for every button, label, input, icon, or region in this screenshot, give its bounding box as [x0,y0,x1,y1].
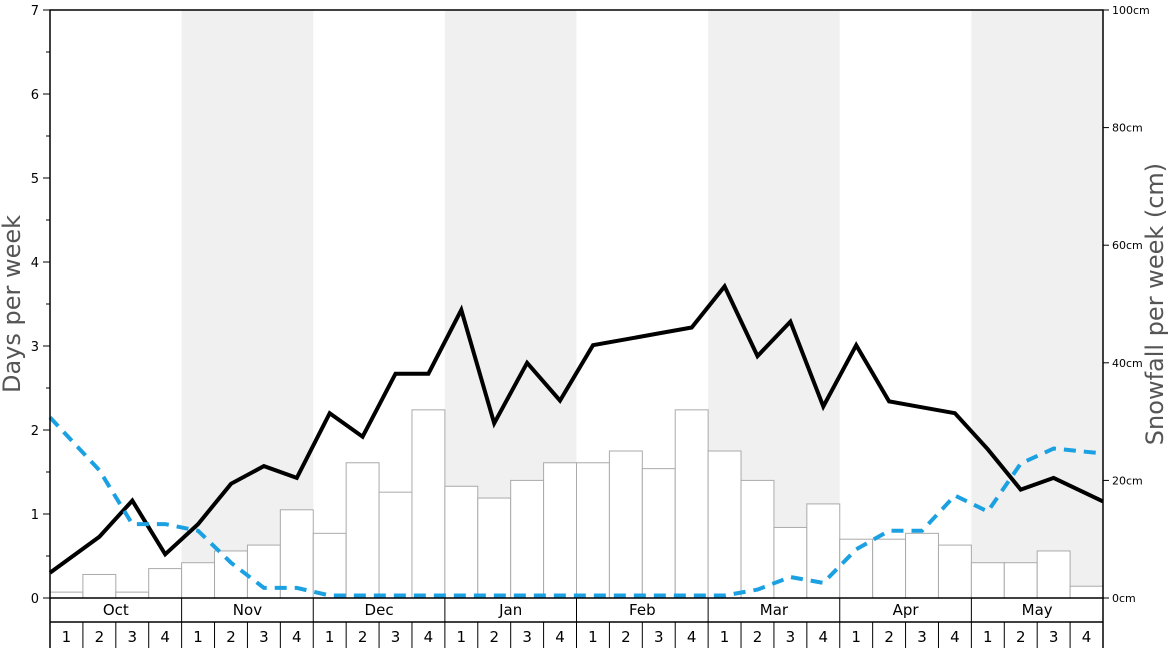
left-tick-label: 7 [31,4,39,19]
snowfall-bar [1036,550,1071,599]
week-label: 1 [62,628,72,646]
snowfall-bar [543,462,577,599]
month-label: Nov [233,601,262,619]
snowfall-bar [148,568,183,599]
week-label: 4 [1082,628,1092,646]
week-label: 4 [424,628,434,646]
month-label: Oct [103,601,129,619]
snowfall-bar [1003,562,1038,599]
week-label: 2 [489,628,499,646]
week-label: 4 [160,628,170,646]
y-axis-title-left: Days per week [0,215,26,393]
week-label: 3 [127,628,137,646]
week-label: 4 [555,628,565,646]
week-label: 2 [226,628,236,646]
month-band-nov [181,10,314,598]
week-label: 4 [292,628,302,646]
snowfall-bar [608,450,643,599]
week-label: 3 [391,628,401,646]
week-label: 2 [358,628,368,646]
snowfall-bar [937,544,972,599]
snowfall-bar [214,550,248,599]
right-tick-label: 80cm [1112,122,1143,135]
week-label: 3 [259,628,269,646]
month-label: Jan [498,601,522,619]
left-tick-label: 0 [31,592,39,607]
week-label: 1 [588,628,598,646]
month-band-may [971,10,1103,598]
week-label: 1 [983,628,993,646]
series-line-dashed [48,416,1104,598]
snowfall-bar [279,509,314,599]
snowfall-bar [872,538,907,599]
right-tick-label: 40cm [1112,357,1143,370]
snowfall-bar [674,409,709,599]
week-label: 4 [687,628,697,646]
month-label: Feb [629,601,656,619]
week-label: 2 [95,628,105,646]
week-label: 1 [193,628,203,646]
week-label: 3 [786,628,796,646]
series-line-solid [48,282,1104,575]
snowfall-bar [345,462,380,599]
left-axis: 0 1 2 3 4 5 6 7 [31,4,50,607]
week-row: 1 2 3 4 1 2 3 4 1 2 3 4 1 2 3 4 1 2 3 4 1 2 3 4 1 2 3 4 1 2 3 4 [49,622,1092,648]
week-label: 3 [654,628,664,646]
left-tick-label: 5 [31,172,39,187]
week-label: 1 [851,628,861,646]
week-label: 1 [325,628,335,646]
week-label: 2 [621,628,631,646]
left-tick-label: 1 [31,508,39,523]
y-axis-title-right: Snowfall per week (cm) [1141,163,1168,445]
snowfall-bar [740,479,775,599]
week-label: 4 [950,628,960,646]
snowfall-bar [411,409,446,599]
week-label: 2 [884,628,894,646]
week-label: 3 [522,628,532,646]
snowfall-bar [905,532,939,599]
week-label: 4 [819,628,829,646]
snowfall-bar [1069,585,1104,599]
snowfall-bar [576,462,610,599]
month-label: Dec [365,601,394,619]
snowfall-bar [707,450,742,599]
snowfall-bar [378,491,413,599]
month-label: Mar [760,601,789,619]
month-label: May [1022,601,1053,619]
left-tick-label: 4 [31,256,39,271]
left-tick-label: 3 [31,340,39,355]
right-tick-label: 0cm [1112,592,1136,605]
right-tick-label: 100cm [1112,4,1150,17]
snowfall-bars [49,409,1104,599]
month-label: Apr [893,601,920,619]
week-label: 1 [457,628,467,646]
week-label: 3 [1049,628,1059,646]
snowfall-bar [115,591,150,599]
snowfall-bar [49,591,84,599]
snowfall-bar [444,485,479,599]
snowfall-bar [806,503,841,599]
right-axis: 0cm 20cm 40cm 60cm 80cm 100cm [1103,4,1150,605]
month-row: Oct Nov Dec Jan Feb Mar Apr May [49,598,1104,648]
right-tick-label: 20cm [1112,474,1143,487]
snowfall-bar [181,562,216,599]
snowfall-bar [773,526,808,599]
series-lines [48,282,1104,598]
snowfall-bar [970,562,1005,599]
week-label: 1 [720,628,730,646]
snowfall-bar [246,544,281,599]
right-tick-label: 60cm [1112,239,1143,252]
snowfall-bar [312,532,347,599]
snowfall-bar [477,497,512,599]
week-label: 2 [1016,628,1026,646]
week-label: 2 [753,628,763,646]
snowfall-bar [510,479,545,599]
snowfall-bar [641,468,676,599]
week-label: 3 [917,628,927,646]
left-tick-label: 2 [31,424,39,439]
snowfall-bar [82,573,117,599]
left-tick-label: 6 [31,88,39,103]
